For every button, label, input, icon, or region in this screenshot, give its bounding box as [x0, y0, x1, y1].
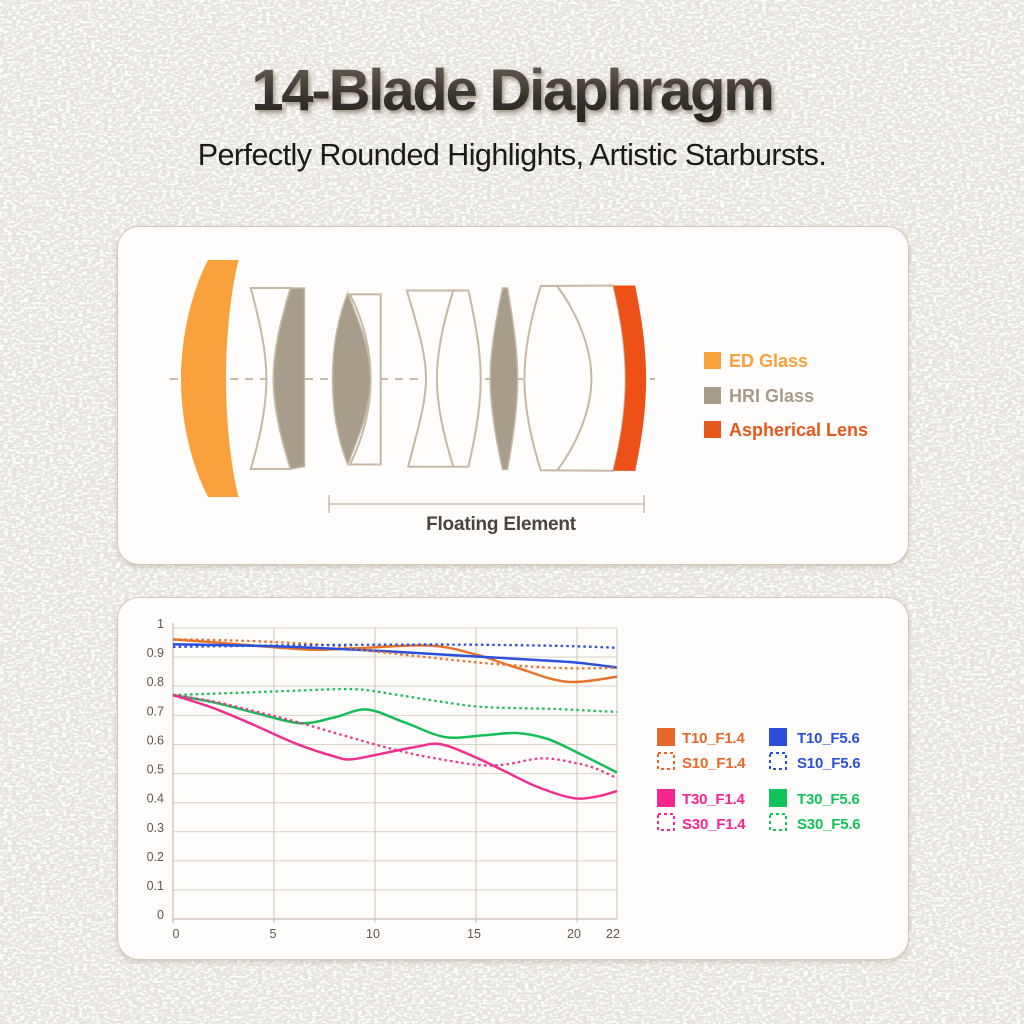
svg-text:S10_F5.6: S10_F5.6 [797, 755, 860, 772]
svg-text:0.6: 0.6 [147, 734, 164, 748]
svg-text:0.7: 0.7 [147, 704, 164, 718]
svg-text:0.4: 0.4 [147, 792, 164, 806]
svg-text:0.3: 0.3 [147, 821, 164, 835]
svg-text:Floating Element: Floating Element [426, 514, 577, 535]
svg-text:0.1: 0.1 [147, 879, 164, 893]
svg-text:15: 15 [467, 927, 481, 941]
svg-text:1: 1 [157, 617, 164, 631]
svg-text:0.9: 0.9 [147, 646, 164, 660]
svg-text:S30_F1.4: S30_F1.4 [682, 816, 746, 833]
svg-text:T30_F5.6: T30_F5.6 [797, 791, 860, 808]
svg-text:ED Glass: ED Glass [729, 351, 808, 371]
svg-text:0.8: 0.8 [147, 675, 164, 689]
svg-text:S30_F5.6: S30_F5.6 [797, 816, 860, 833]
svg-text:5: 5 [270, 927, 277, 941]
svg-text:22: 22 [606, 927, 620, 941]
svg-text:T10_F5.6: T10_F5.6 [797, 730, 860, 747]
svg-text:HRI Glass: HRI Glass [729, 386, 814, 406]
svg-text:T10_F1.4: T10_F1.4 [682, 730, 745, 747]
svg-text:T30_F1.4: T30_F1.4 [682, 791, 745, 808]
svg-text:20: 20 [567, 927, 581, 941]
svg-text:0: 0 [157, 908, 164, 922]
svg-text:Aspherical Lens: Aspherical Lens [729, 420, 868, 440]
svg-text:0.2: 0.2 [147, 850, 164, 864]
svg-text:S10_F1.4: S10_F1.4 [682, 755, 746, 772]
svg-text:0: 0 [173, 927, 180, 941]
svg-text:0.5: 0.5 [147, 763, 164, 777]
svg-text:10: 10 [366, 927, 380, 941]
